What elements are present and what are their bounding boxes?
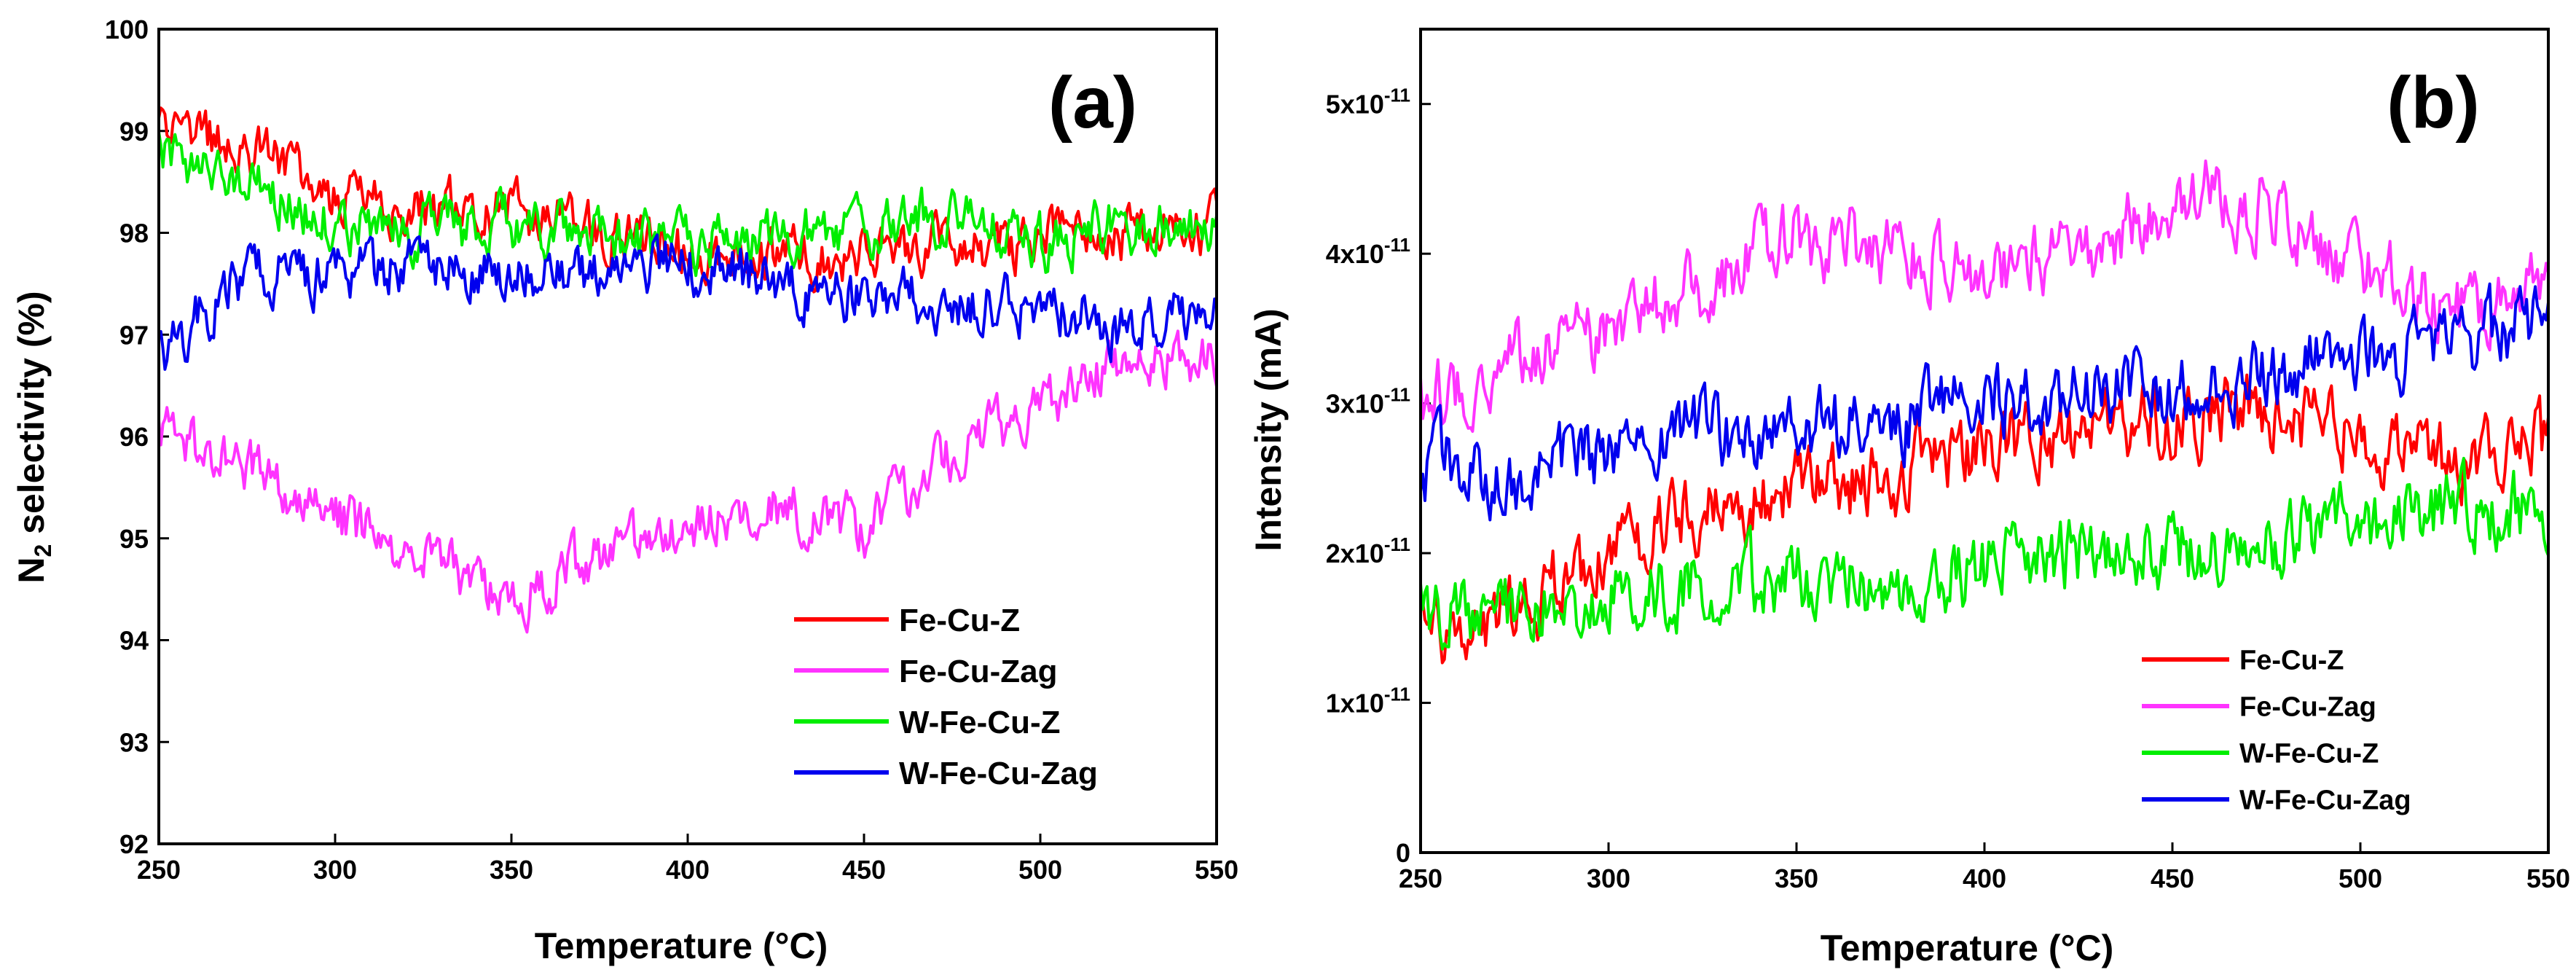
panel-b-y-tick-label: 5x10-11 <box>1326 85 1410 120</box>
panel-a-x-tick-label: 350 <box>490 855 533 885</box>
panel-a-y-tick-label: 96 <box>119 422 149 452</box>
panel-b-x-tick-label: 450 <box>2151 864 2194 893</box>
panel-b-y-tick-label: 1x10-11 <box>1326 684 1410 718</box>
panel-b-legend: Fe-Cu-Z Fe-Cu-Zag W-Fe-Cu-Z W-Fe-Cu-Zag <box>2142 646 2411 816</box>
panel-a-legend-label: W-Fe-Cu-Z <box>899 705 1060 740</box>
panel-b-series-line-3 <box>1419 456 2550 651</box>
panel-a-y-axis-title-main: N <box>11 557 52 584</box>
panel-a-y-tick-label: 99 <box>119 117 149 146</box>
panel-a-series-line-4 <box>158 233 1218 371</box>
panel-b-plot-area: 250 300 350 400 450 500 550 0 1x10-11 2x10-11 3x10… <box>1326 85 2570 893</box>
panel-a-legend: Fe-Cu-Z Fe-Cu-Zag W-Fe-Cu-Z W-Fe-Cu-Zag <box>794 603 1098 791</box>
panel-a-x-tick-label: 450 <box>842 855 886 885</box>
panel-a-x-tick-label: 250 <box>137 855 181 885</box>
panel-b-x-tick-label: 350 <box>1775 864 1818 893</box>
panel-a-label: (a) <box>1048 62 1137 144</box>
panel-a-series-line-3 <box>157 131 1218 278</box>
panel-b-axes-frame <box>1419 28 2550 854</box>
panel-a-n2-selectivity-chart: (a) Temperature (°C) N2 selectivity (%) … <box>0 0 1238 975</box>
panel-a-y-tick-label: 92 <box>119 829 149 859</box>
panel-a-series-line-2 <box>157 329 1218 634</box>
panel-b-x-tick-label: 550 <box>2526 864 2570 893</box>
panel-a-y-axis-title-rest: selectivity (%) <box>11 291 52 544</box>
panel-a-y-tick-label: 98 <box>119 219 149 248</box>
panel-b-x-tick-label: 400 <box>1963 864 2006 893</box>
panel-a-y-tick-label: 95 <box>119 524 149 554</box>
panel-a-legend-label: W-Fe-Cu-Zag <box>899 756 1098 791</box>
panel-a-y-tick-label: 93 <box>119 727 149 757</box>
panel-b-y-tick-label: 4x10-11 <box>1326 234 1410 269</box>
panel-a-y-tick-label: 100 <box>105 15 149 44</box>
panel-a-x-tick-label: 400 <box>666 855 710 885</box>
panel-a-x-tick-label: 550 <box>1195 855 1238 885</box>
panel-b-x-tick-label: 250 <box>1399 864 1442 893</box>
panel-b-series-line-4 <box>1419 282 2550 522</box>
panel-b-intensity-chart: (b) Temperature (°C) Intensity (mA) 250 3… <box>1248 28 2570 968</box>
panel-b-series-line-2 <box>1419 159 2550 433</box>
panel-a-x-tick-label: 500 <box>1018 855 1062 885</box>
panel-a-y-axis-title: N2 selectivity (%) <box>11 291 56 583</box>
panel-b-legend-label: Fe-Cu-Z <box>2239 646 2344 676</box>
panel-b-x-axis-title: Temperature (°C) <box>1821 928 2113 968</box>
panel-a-y-tick-label: 97 <box>119 320 149 350</box>
panel-b-series-line-1 <box>1419 373 2550 665</box>
panel-b-legend-label: W-Fe-Cu-Zag <box>2239 786 2411 816</box>
panel-b-y-tick-label: 2x10-11 <box>1326 533 1410 568</box>
panel-b-legend-label: W-Fe-Cu-Z <box>2239 739 2379 770</box>
panel-b-x-tick-label: 500 <box>2339 864 2382 893</box>
panel-a-legend-label: Fe-Cu-Z <box>899 603 1020 638</box>
panel-b-y-tick-label: 3x10-11 <box>1326 384 1410 419</box>
panel-a-x-tick-label: 300 <box>313 855 357 885</box>
panel-a-x-axis-title: Temperature (°C) <box>535 925 828 966</box>
panel-b-label: (b) <box>2387 62 2480 144</box>
panel-a-axes-frame <box>157 28 1218 845</box>
panel-a-y-axis-title-subscript: 2 <box>30 544 56 557</box>
panel-a-legend-label: Fe-Cu-Zag <box>899 654 1058 689</box>
panel-a-plot-area: 250 300 350 400 450 500 550 92 93 94 95 96 97 98 99 100 <box>105 15 1238 885</box>
panel-b-x-tick-label: 300 <box>1587 864 1630 893</box>
panel-b-y-tick-label: 0 <box>1396 838 1410 868</box>
panel-b-y-axis-title: Intensity (mA) <box>1248 308 1289 551</box>
panel-a-y-tick-label: 94 <box>119 626 149 656</box>
panel-b-legend-label: Fe-Cu-Zag <box>2239 692 2376 723</box>
